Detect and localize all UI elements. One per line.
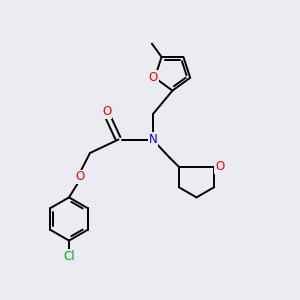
Text: O: O [75, 170, 84, 184]
Text: O: O [215, 160, 224, 173]
Text: Cl: Cl [63, 250, 75, 263]
Text: N: N [148, 133, 158, 146]
Text: O: O [149, 70, 158, 84]
Text: O: O [102, 105, 111, 118]
